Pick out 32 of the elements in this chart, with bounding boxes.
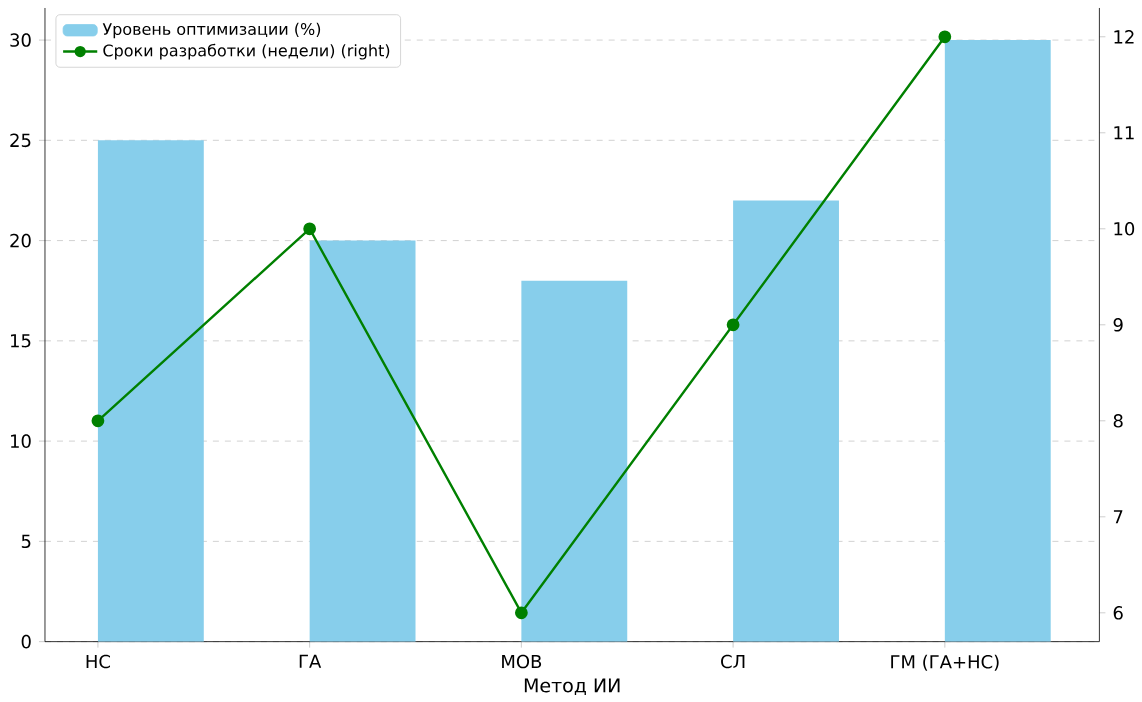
point [303,222,317,236]
y2-tick-label: 9 [1113,318,1123,332]
bar [309,240,416,642]
bar [944,40,1051,642]
legend-label: Сроки разработки (недели) (right) [103,44,390,60]
point [938,30,952,44]
y2-tick-label: 10 [1114,222,1135,236]
bar [521,280,628,642]
y-tick-label: 10 [11,434,31,449]
y-tick-label: 0 [21,635,31,649]
bar [97,140,204,642]
point [91,414,105,428]
x-tick-label: СЛ [721,654,745,669]
y2-tick-label: 6 [1113,606,1123,620]
y-tick-label: 20 [10,234,31,248]
y2-tick-label: 8 [1113,414,1123,428]
legend-label: Уровень оптимизации (%) [102,22,321,39]
y2-tick-label: 7 [1113,510,1123,524]
x-tick-label: НС [86,654,110,669]
x-axis-title: Метод ИИ [524,678,620,696]
x-tick-label: ГМ (ГА+НС) [891,654,999,671]
x-tick-label: ГА [299,654,322,669]
y2-tick-label: 12 [1114,30,1134,44]
y-tick-label: 5 [21,534,31,549]
y2-tick-label: 11 [1114,126,1134,140]
y-tick-label: 25 [10,133,31,148]
bar [733,200,839,642]
x-tick-label: МОВ [502,654,542,669]
point [726,318,740,332]
point [514,606,528,620]
y-tick-label: 15 [11,334,31,348]
y-tick-label: 30 [10,33,31,48]
